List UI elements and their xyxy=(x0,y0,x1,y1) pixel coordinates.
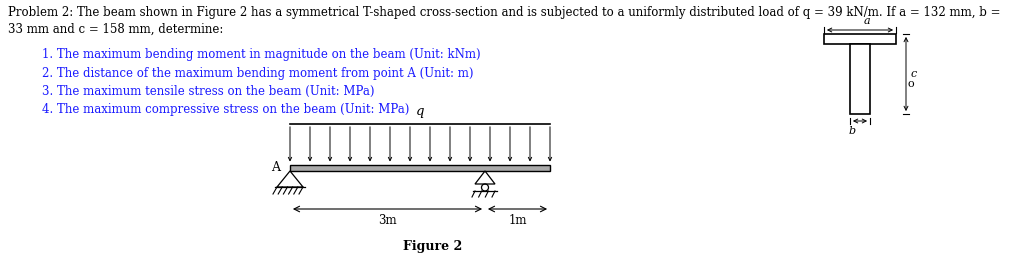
Text: 4. The maximum compressive stress on the beam (Unit: MPa): 4. The maximum compressive stress on the… xyxy=(42,103,410,117)
Text: 33 mm and c = 158 mm, determine:: 33 mm and c = 158 mm, determine: xyxy=(8,23,223,36)
Bar xyxy=(850,44,870,114)
Text: o: o xyxy=(908,79,914,89)
Text: 1m: 1m xyxy=(508,214,526,227)
Text: 2. The distance of the maximum bending moment from point A (Unit: m): 2. The distance of the maximum bending m… xyxy=(42,66,473,80)
Text: c: c xyxy=(911,69,918,79)
Text: a: a xyxy=(864,16,870,26)
Text: A: A xyxy=(271,161,280,174)
Bar xyxy=(290,164,550,171)
Text: Figure 2: Figure 2 xyxy=(403,240,463,253)
Text: Problem 2: The beam shown in Figure 2 has a symmetrical T-shaped cross-section a: Problem 2: The beam shown in Figure 2 ha… xyxy=(8,6,1000,19)
Text: 1. The maximum bending moment in magnitude on the beam (Unit: kNm): 1. The maximum bending moment in magnitu… xyxy=(42,48,480,61)
Text: b: b xyxy=(849,126,856,136)
Bar xyxy=(824,34,896,44)
Text: q: q xyxy=(416,105,424,118)
Text: 3. The maximum tensile stress on the beam (Unit: MPa): 3. The maximum tensile stress on the bea… xyxy=(42,85,375,98)
Text: 3m: 3m xyxy=(378,214,397,227)
